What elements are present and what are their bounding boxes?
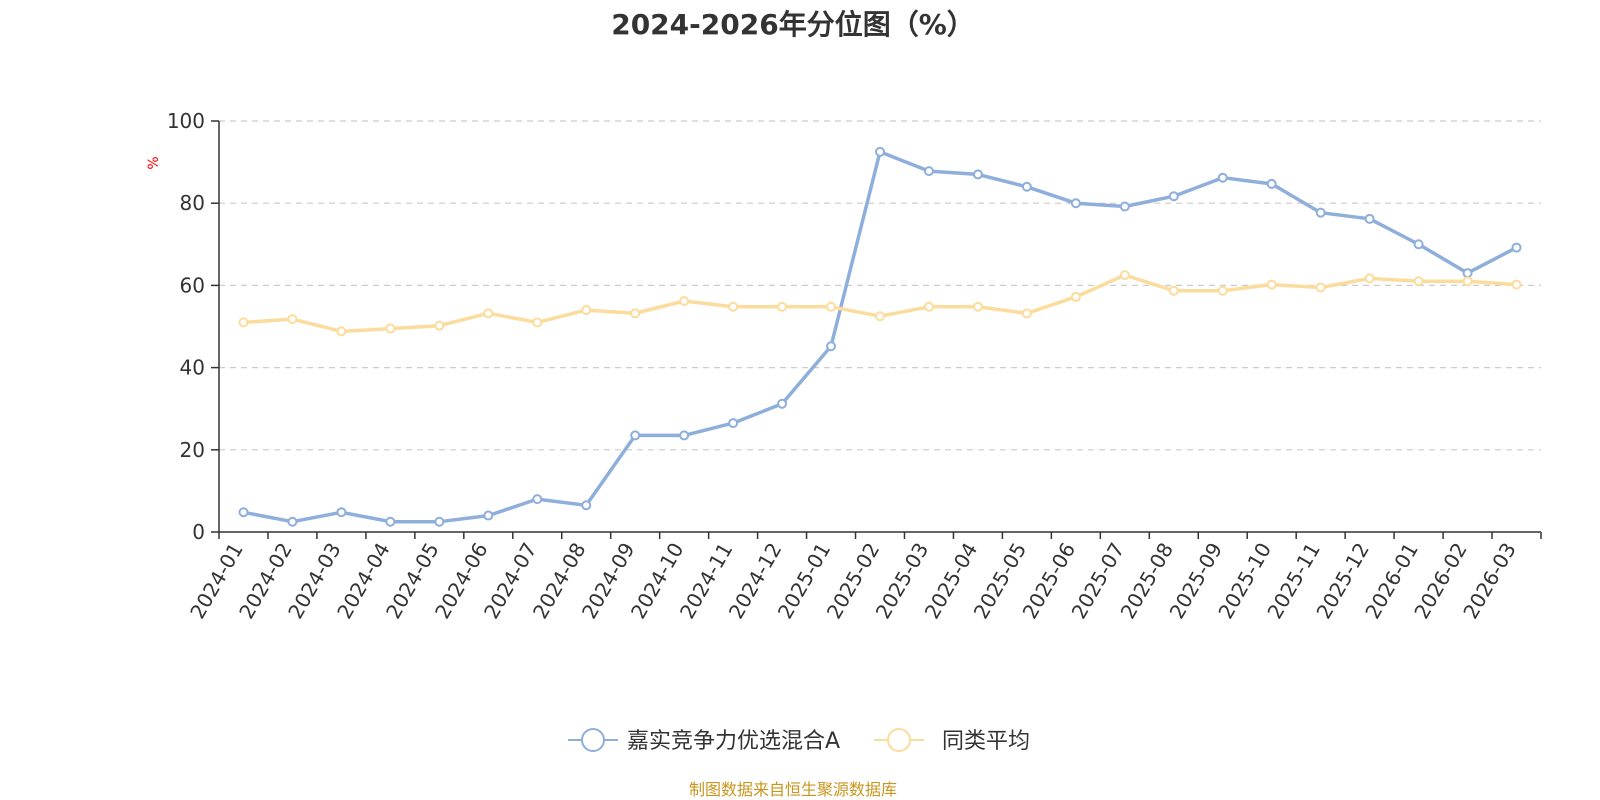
data-point[interactable] (972, 301, 983, 312)
y-tick-label: 20 (180, 438, 205, 462)
legend-item-2[interactable]: 同类平均 (874, 728, 1030, 754)
data-point[interactable] (875, 146, 885, 157)
data-point[interactable] (1315, 282, 1326, 293)
data-point[interactable] (483, 308, 494, 319)
data-point[interactable] (1462, 268, 1473, 279)
data-point[interactable] (287, 516, 298, 527)
axes (218, 121, 1541, 533)
data-point[interactable] (826, 301, 837, 312)
y-axis-unit-label: % (146, 156, 162, 169)
data-point[interactable] (581, 500, 592, 511)
legend-marker (887, 728, 911, 752)
x-axis-ticks: 2024-012024-022024-032024-042024-052024-… (185, 532, 1542, 623)
data-point[interactable] (385, 323, 396, 334)
data-point[interactable] (1364, 213, 1375, 224)
series-1 (238, 146, 1522, 527)
data-point[interactable] (238, 317, 249, 328)
data-point[interactable] (434, 320, 445, 331)
data-point[interactable] (336, 507, 347, 518)
data-point[interactable] (1168, 285, 1179, 296)
y-tick-label: 80 (180, 191, 205, 215)
data-point[interactable] (1217, 285, 1228, 296)
data-point[interactable] (630, 308, 641, 319)
data-point[interactable] (728, 301, 739, 312)
data-point[interactable] (777, 301, 788, 312)
y-axis-ticks: 0 20 40 60 80 100 (167, 109, 219, 544)
data-point[interactable] (1315, 207, 1326, 218)
data-point[interactable] (336, 326, 347, 337)
data-point[interactable] (385, 516, 396, 527)
data-point[interactable] (1511, 279, 1522, 290)
data-point[interactable] (679, 296, 690, 307)
data-point[interactable] (1168, 191, 1179, 202)
data-point[interactable] (1070, 198, 1081, 209)
data-point[interactable] (1266, 279, 1277, 290)
data-point[interactable] (1021, 308, 1032, 319)
data-point[interactable] (238, 507, 249, 518)
series-group (238, 146, 1522, 527)
data-point[interactable] (1021, 181, 1032, 192)
legend-marker (581, 728, 605, 752)
y-tick-label: 40 (180, 356, 205, 380)
data-point[interactable] (1413, 239, 1424, 250)
grid-lines (219, 120, 1541, 451)
data-point[interactable] (1266, 178, 1277, 189)
data-point[interactable] (1217, 172, 1228, 183)
data-point[interactable] (972, 169, 983, 180)
legend-label: 嘉实竞争力优选混合A (627, 729, 840, 754)
data-point[interactable] (1364, 273, 1375, 284)
data-point[interactable] (826, 341, 837, 352)
data-point[interactable] (679, 430, 690, 441)
data-point[interactable] (581, 305, 592, 316)
data-point[interactable] (287, 314, 298, 325)
y-tick-label: 0 (192, 520, 205, 544)
legend-item-1[interactable]: 嘉实竞争力优选混合A (568, 728, 840, 754)
data-point[interactable] (1070, 291, 1081, 302)
y-tick-label: 60 (180, 273, 205, 297)
series-line (241, 150, 1519, 524)
series-2 (238, 270, 1522, 337)
data-point[interactable] (532, 494, 543, 505)
y-tick-label: 100 (167, 109, 205, 133)
data-point[interactable] (532, 317, 543, 328)
data-point[interactable] (923, 301, 934, 312)
data-point[interactable] (1511, 242, 1522, 253)
data-point[interactable] (1119, 270, 1130, 281)
data-point[interactable] (728, 418, 739, 429)
data-point[interactable] (1119, 201, 1130, 212)
data-source-note: 制图数据来自恒生聚源数据库 (689, 780, 897, 799)
series-line (241, 273, 1519, 334)
data-point[interactable] (923, 166, 934, 177)
legend[interactable]: 嘉实竞争力优选混合A 同类平均 (568, 728, 1030, 754)
data-point[interactable] (777, 398, 788, 409)
data-point[interactable] (483, 510, 494, 521)
data-point[interactable] (875, 311, 885, 322)
data-point[interactable] (434, 516, 445, 527)
data-point[interactable] (1462, 276, 1473, 287)
legend-label: 同类平均 (942, 729, 1030, 754)
data-point[interactable] (1413, 276, 1424, 287)
data-point[interactable] (630, 430, 641, 441)
chart-title: 2024-2026年分位图（%） (611, 8, 975, 41)
